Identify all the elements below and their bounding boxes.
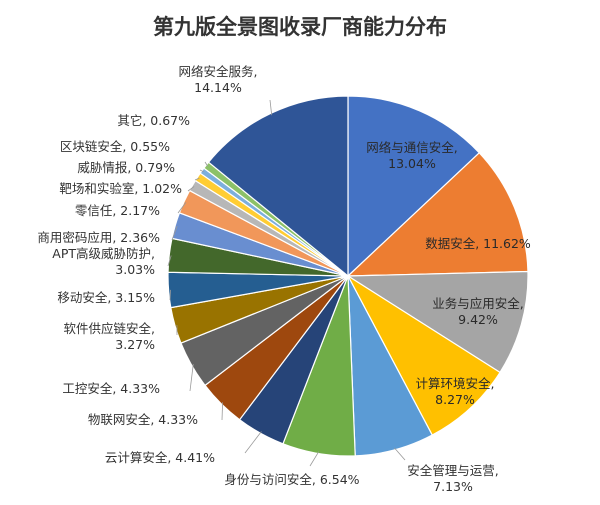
slice-label: 网络与通信安全, 13.04%: [366, 140, 457, 171]
slice-label: 零信任, 2.17%: [75, 203, 160, 218]
leader-line: [244, 431, 262, 454]
slice-label: 靶场和实验室, 1.02%: [59, 181, 182, 196]
slice-label: 区块链安全, 0.55%: [60, 139, 170, 154]
slice-label: 物联网安全, 4.33%: [88, 412, 198, 427]
leader-line: [194, 177, 200, 181]
pie-slice: [346, 274, 501, 436]
leader-line: [394, 447, 406, 461]
leader-line: [221, 402, 223, 421]
slice-label: 数据安全, 11.62%: [425, 236, 531, 251]
leader-line: [309, 451, 320, 467]
slice-label: 网络安全服务, 14.14%: [179, 64, 258, 95]
slice-label: 威胁情报, 0.79%: [77, 160, 175, 175]
leader-line: [167, 255, 172, 267]
slice-label: 计算环境安全, 8.27%: [416, 376, 495, 407]
leader-line: [199, 169, 204, 173]
leader-line: [269, 99, 273, 116]
slice-label: 身份与访问安全, 6.54%: [224, 472, 359, 487]
leader-line: [189, 363, 194, 392]
slice-label: 业务与应用安全, 9.42%: [432, 296, 523, 327]
chart-title: 第九版全景图收录厂商能力分布: [153, 15, 447, 39]
slice-label: 商用密码应用, 2.36%: [37, 230, 160, 245]
leader-line: [187, 186, 195, 192]
leader-line: [177, 202, 187, 214]
slice-label: 移动安全, 3.15%: [57, 290, 155, 305]
leader-line: [204, 161, 209, 167]
slice-label: 云计算安全, 4.41%: [105, 450, 215, 465]
slice-label: 其它, 0.67%: [117, 113, 190, 128]
pie-slices: [167, 95, 529, 457]
slice-label: 软件供应链安全, 3.27%: [64, 321, 156, 352]
pie-slice: [207, 95, 349, 278]
leader-line: [171, 225, 178, 241]
leader-line: [169, 289, 171, 301]
slice-label: APT高级威胁防护, 3.03%: [52, 246, 155, 277]
data-labels: 网络与通信安全, 13.04% 数据安全, 11.62% 业务与应用安全, 9.42% 计…: [37, 64, 531, 494]
slice-label: 工控安全, 4.33%: [62, 381, 160, 396]
pie-slice: [346, 270, 529, 374]
slice-label: 安全管理与运营, 7.13%: [407, 463, 498, 494]
leader-lines: [167, 99, 406, 467]
pie-slice: [346, 152, 529, 277]
pie-slice: [347, 95, 481, 278]
